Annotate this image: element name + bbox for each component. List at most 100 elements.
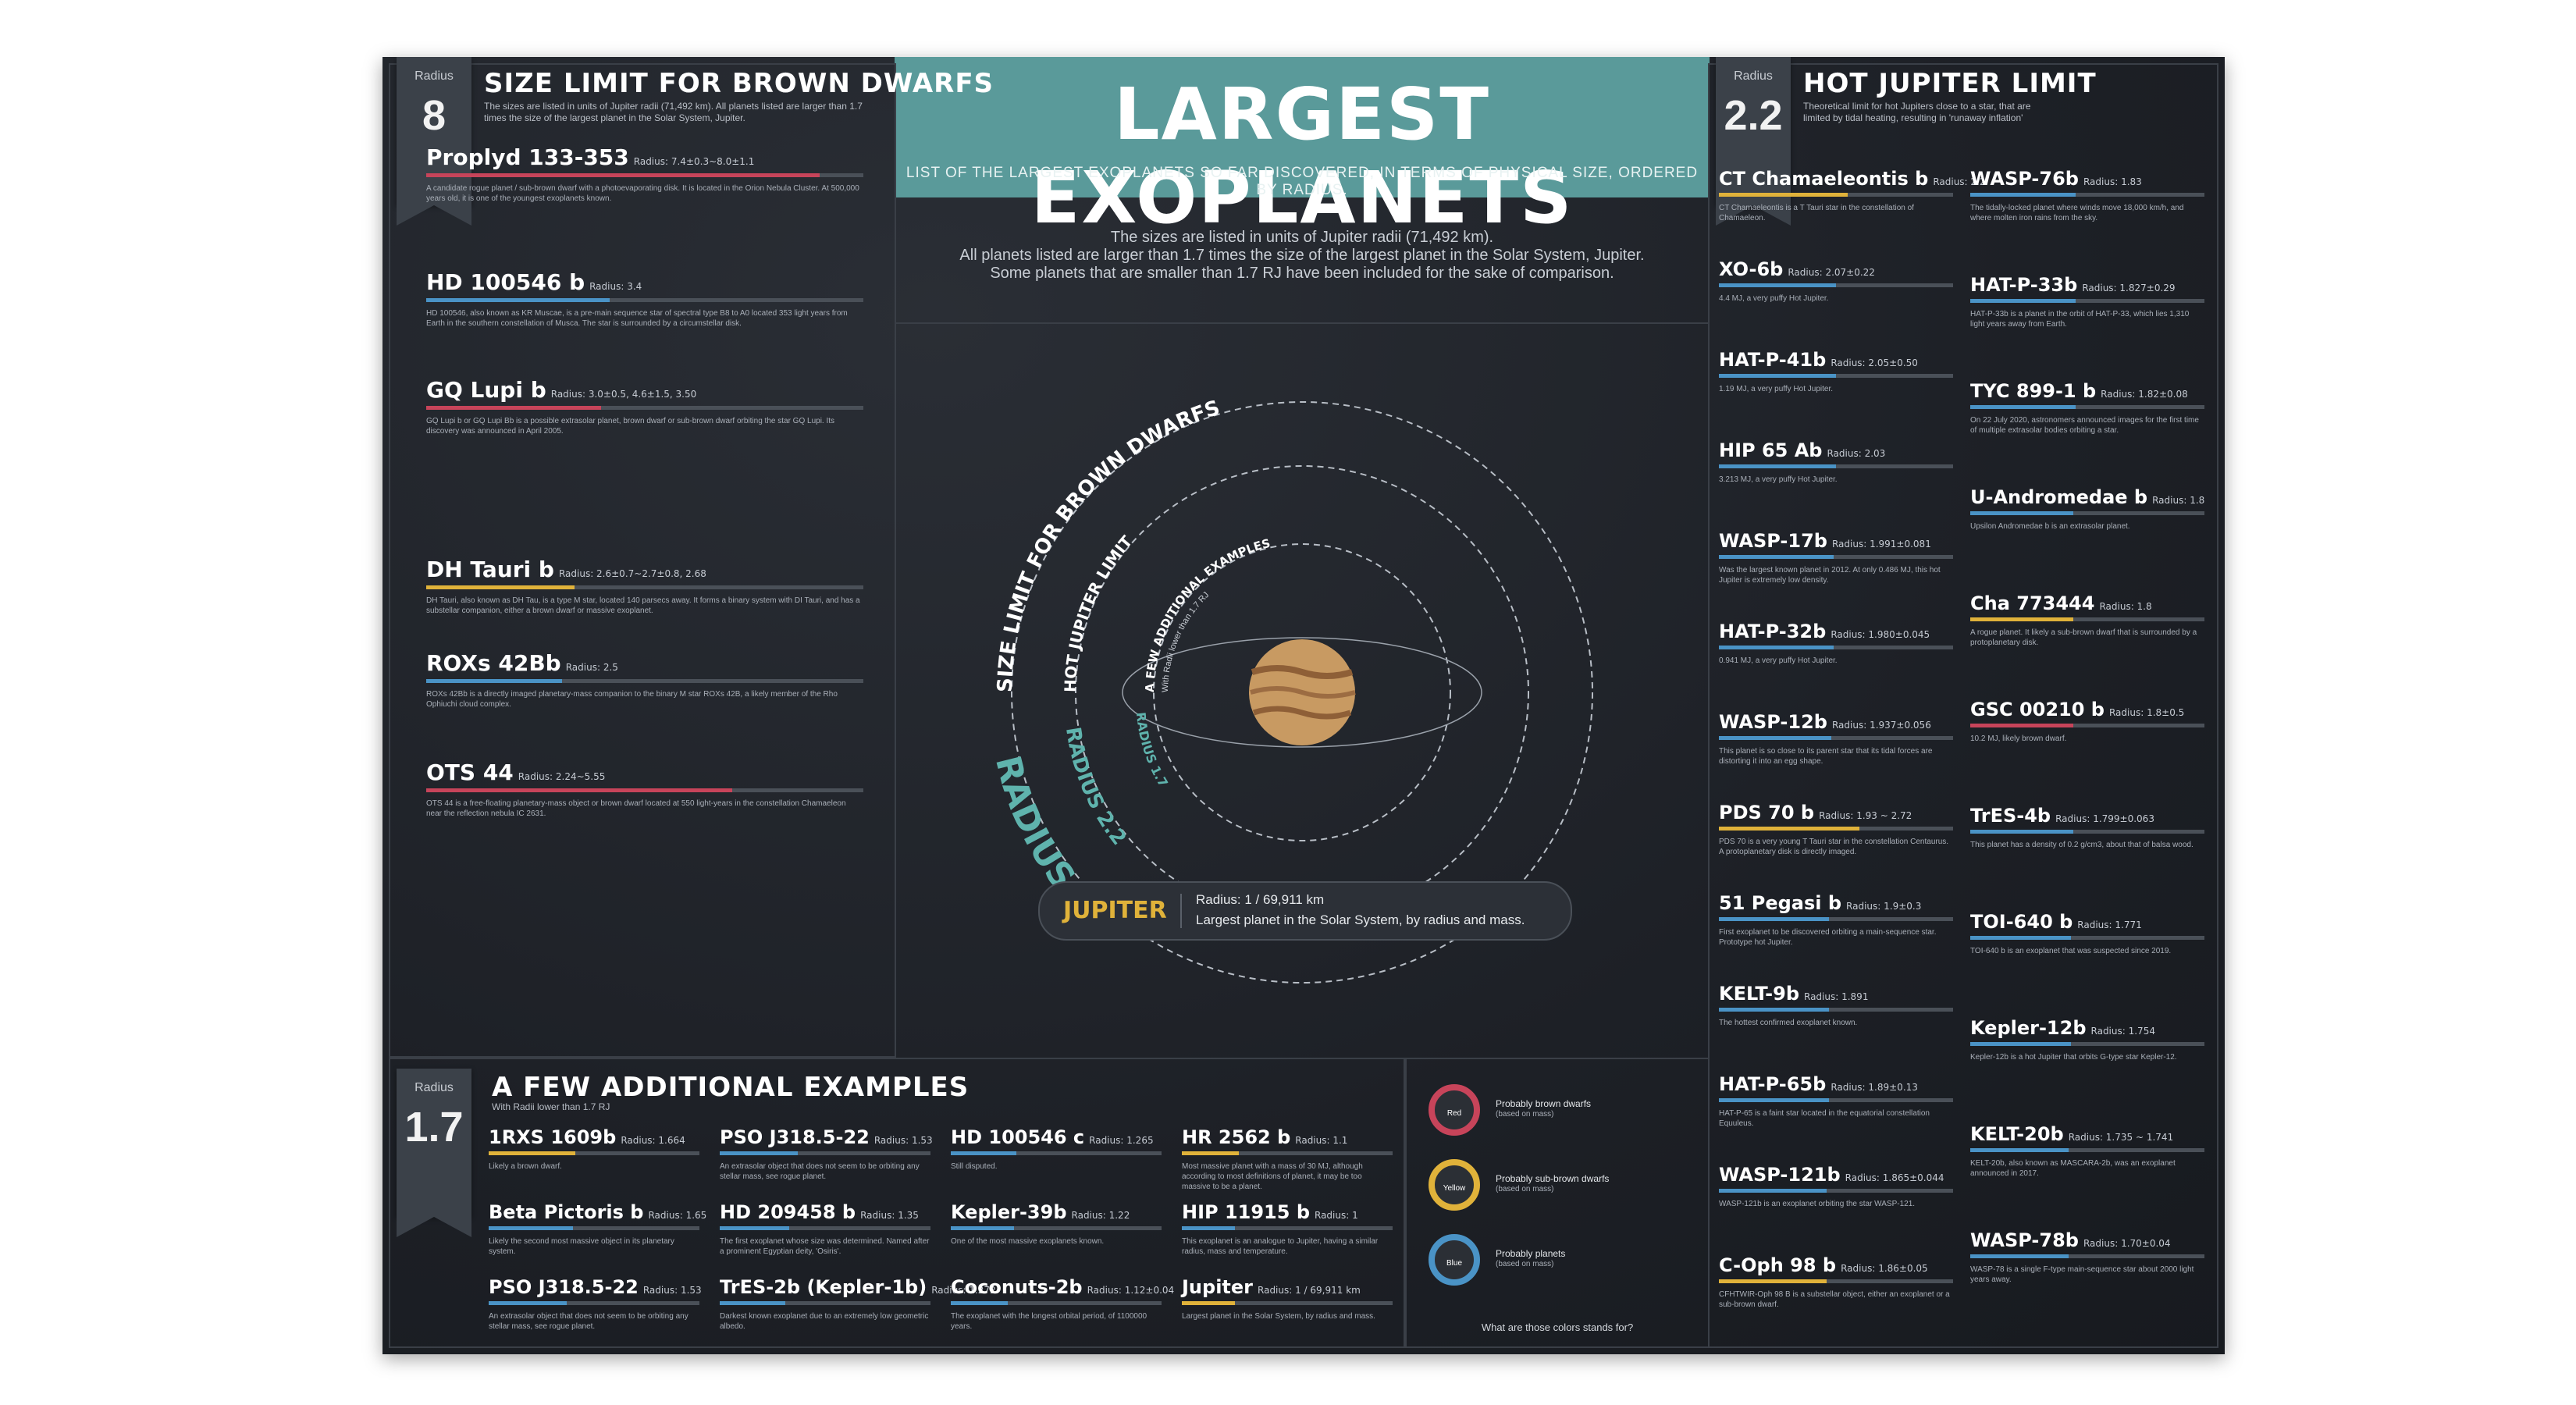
radius-bar-fill bbox=[1719, 827, 1859, 831]
radius-bar bbox=[1970, 1254, 2204, 1258]
radius-bar bbox=[1719, 827, 1953, 831]
ribbon-label: Radius bbox=[415, 1081, 454, 1094]
planet-description: Kepler-12b is a hot Jupiter that orbits … bbox=[1970, 1053, 2177, 1062]
radius-bar-fill bbox=[1719, 736, 1831, 740]
legend-dot-red: Red bbox=[1429, 1084, 1480, 1136]
planet-description: TOI-640 b is an exoplanet that was suspe… bbox=[1970, 947, 2172, 955]
jupiter-description: Largest planet in the Solar System, by r… bbox=[1196, 912, 1525, 927]
planet-radius: Radius: 1.771 bbox=[2077, 919, 2142, 930]
planet-radius: Radius: 2.2 bbox=[1933, 176, 1986, 187]
planet-description: The exoplanet with the longest orbital p… bbox=[951, 1312, 1147, 1331]
planet-entry: XO-6b Radius: 2.07±0.22 4.4 MJ, a very puf… bbox=[1719, 258, 1953, 304]
radius-bar-fill bbox=[720, 1151, 798, 1155]
intro-line: All planets listed are larger than 1.7 t… bbox=[959, 247, 1645, 264]
planet-name: HD 100546 b Radius: 3.4 bbox=[426, 269, 863, 295]
planet-radius: Radius: 1.937±0.056 bbox=[1831, 720, 1931, 731]
planet-name: Proplyd 133-353 Radius: 7.4±0.3~8.0±1.1 bbox=[426, 144, 863, 170]
radius-bar-fill bbox=[1719, 1189, 1827, 1193]
ring-2-2-title: HOT JUPITER LIMIT bbox=[1061, 532, 1137, 692]
radius-bar bbox=[426, 788, 863, 792]
radius-bar bbox=[720, 1226, 930, 1230]
planet-entry: HD 209458 b Radius: 1.35 The first exoplan… bbox=[720, 1201, 930, 1257]
radius-bar bbox=[489, 1226, 699, 1230]
planet-name: HR 2562 b Radius: 1.1 bbox=[1182, 1126, 1393, 1148]
radius-bar-fill bbox=[426, 585, 575, 589]
title-banner: LARGEST EXOPLANETS LIST OF THE LARGEST E… bbox=[895, 57, 1710, 240]
planet-radius: Radius: 1.86±0.05 bbox=[1841, 1263, 1928, 1274]
ribbon-value: 2.2 bbox=[1724, 92, 1783, 139]
planet-entry: TYC 899-1 b Radius: 1.82±0.08 On 22 July 2… bbox=[1970, 380, 2204, 436]
jupiter-label: JUPITER Radius: 1 / 69,911 km Largest pl… bbox=[1038, 881, 1572, 941]
planet-name: PSO J318.5-22 Radius: 1.53 bbox=[720, 1126, 933, 1148]
planet-name-text: OTS 44 bbox=[426, 759, 514, 785]
svg-text:SIZE LIMIT FOR BROWN DWARFS: SIZE LIMIT FOR BROWN DWARFS bbox=[994, 397, 1223, 693]
radius-bar-fill bbox=[1970, 1042, 2071, 1046]
planet-description: On 22 July 2020, astronomers announced i… bbox=[1970, 416, 2199, 435]
radius-bar bbox=[489, 1151, 699, 1155]
planet-name: PSO J318.5-22 Radius: 1.53 bbox=[489, 1276, 702, 1298]
planet-entry: 51 Pegasi b Radius: 1.9±0.3 First exoplane… bbox=[1719, 892, 1953, 948]
radius-bar-fill bbox=[1970, 830, 2073, 834]
intro-line: Some planets that are smaller than 1.7 R… bbox=[990, 265, 1614, 282]
left-section-title: SIZE LIMIT FOR BROWN DWARFS bbox=[484, 68, 994, 99]
planet-entry: TOI-640 b Radius: 1.771 TOI-640 b is an ex… bbox=[1970, 911, 2204, 956]
ribbon-label: Radius bbox=[1734, 69, 1773, 83]
planet-name: TrES-4b Radius: 1.799±0.063 bbox=[1970, 805, 2204, 827]
ring-2-2-radius-label: RADIUS 2.2 bbox=[1061, 725, 1130, 849]
planet-radius: Radius: 1.65 bbox=[648, 1210, 707, 1221]
planet-entry: Beta Pictoris b Radius: 1.65 Likely the se… bbox=[489, 1201, 706, 1257]
planet-description: The first exoplanet whose size was deter… bbox=[720, 1237, 930, 1256]
radius-bar bbox=[951, 1151, 1162, 1155]
legend-label: Probably brown dwarfs bbox=[1496, 1098, 1592, 1109]
radius-bar bbox=[1719, 283, 1953, 287]
planet-description: CT Chamaeleontis is a T Tauri star in th… bbox=[1719, 204, 1914, 222]
planet-description: Upsilon Andromedae b is an extrasolar pl… bbox=[1970, 522, 2130, 531]
legend-dot-blue: Blue bbox=[1429, 1234, 1480, 1286]
planet-radius: Radius: 1.8 bbox=[2152, 495, 2205, 506]
planet-description: HAT-P-65 is a faint star located in the … bbox=[1719, 1109, 1930, 1128]
planet-name-text: WASP-12b bbox=[1719, 711, 1827, 733]
radius-bar bbox=[1719, 193, 1953, 197]
planet-name: 51 Pegasi b Radius: 1.9±0.3 bbox=[1719, 892, 1953, 914]
planet-radius: Radius: 1.83 bbox=[2083, 176, 2142, 187]
planet-name-text: DH Tauri b bbox=[426, 557, 554, 582]
planet-name-text: WASP-78b bbox=[1970, 1229, 2079, 1251]
planet-entry: GSC 00210 b Radius: 1.8±0.5 10.2 MJ, likel… bbox=[1970, 699, 2204, 744]
planet-name: WASP-78b Radius: 1.70±0.04 bbox=[1970, 1229, 2204, 1251]
ribbon-label: Radius bbox=[415, 69, 454, 83]
planet-entry: HIP 65 Ab Radius: 2.03 3.213 MJ, a very pu… bbox=[1719, 439, 1953, 485]
radius-bar-fill bbox=[1719, 1098, 1829, 1102]
planet-description: GQ Lupi b or GQ Lupi Bb is a possible ex… bbox=[426, 417, 835, 436]
planet-description: 0.941 MJ, a very puffy Hot Jupiter. bbox=[1719, 656, 1838, 665]
planet-radius: Radius: 1.53 bbox=[873, 1135, 933, 1146]
planet-description: This exoplanet is an analogue to Jupiter… bbox=[1182, 1237, 1379, 1256]
planet-description: One of the most massive exoplanets known… bbox=[951, 1237, 1105, 1246]
planet-description: 10.2 MJ, likely brown dwarf. bbox=[1970, 735, 2067, 743]
planet-entry: HAT-P-41b Radius: 2.05±0.50 1.19 MJ, a ver… bbox=[1719, 349, 1953, 394]
planet-name: U-Andromedae b Radius: 1.8 bbox=[1970, 486, 2204, 508]
radius-bar bbox=[1970, 405, 2204, 409]
planet-entry: PSO J318.5-22 Radius: 1.53 An extrasolar o… bbox=[489, 1276, 702, 1332]
planet-radius: Radius: 1.865±0.044 bbox=[1845, 1172, 1944, 1183]
legend-text: Probably planets (based on mass) bbox=[1496, 1248, 1565, 1270]
planet-name-text: HAT-P-41b bbox=[1719, 349, 1827, 371]
radius-bar bbox=[1970, 724, 2204, 727]
radius-bar bbox=[1719, 1189, 1953, 1193]
intro-text: The sizes are listed in units of Jupiter… bbox=[895, 229, 1710, 283]
radius-bar bbox=[1970, 936, 2204, 940]
radius-bar bbox=[1719, 917, 1953, 921]
planet-name-text: Cha 773444 bbox=[1970, 592, 2095, 614]
right-section-title: HOT JUPITER LIMIT bbox=[1803, 68, 2097, 99]
planet-name: DH Tauri b Radius: 2.6±0.7~2.7±0.8, 2.68 bbox=[426, 557, 863, 582]
planet-name: WASP-17b Radius: 1.991±0.081 bbox=[1719, 530, 1953, 552]
radius-bar-fill bbox=[426, 406, 601, 410]
planet-name-text: HAT-P-32b bbox=[1719, 621, 1827, 642]
planet-radius: Radius: 2.5 bbox=[565, 662, 618, 673]
radius-bar-fill bbox=[1970, 724, 2073, 727]
radius-bar bbox=[1719, 1279, 1953, 1283]
radius-bar-fill bbox=[1719, 464, 1836, 468]
radius-bar-fill bbox=[1719, 283, 1836, 287]
radius-bar bbox=[1970, 830, 2204, 834]
planet-name: Coconuts-2b Radius: 1.12±0.04 bbox=[951, 1276, 1174, 1298]
radius-ribbon-2-2: Radius 2.2 bbox=[1716, 57, 1791, 226]
